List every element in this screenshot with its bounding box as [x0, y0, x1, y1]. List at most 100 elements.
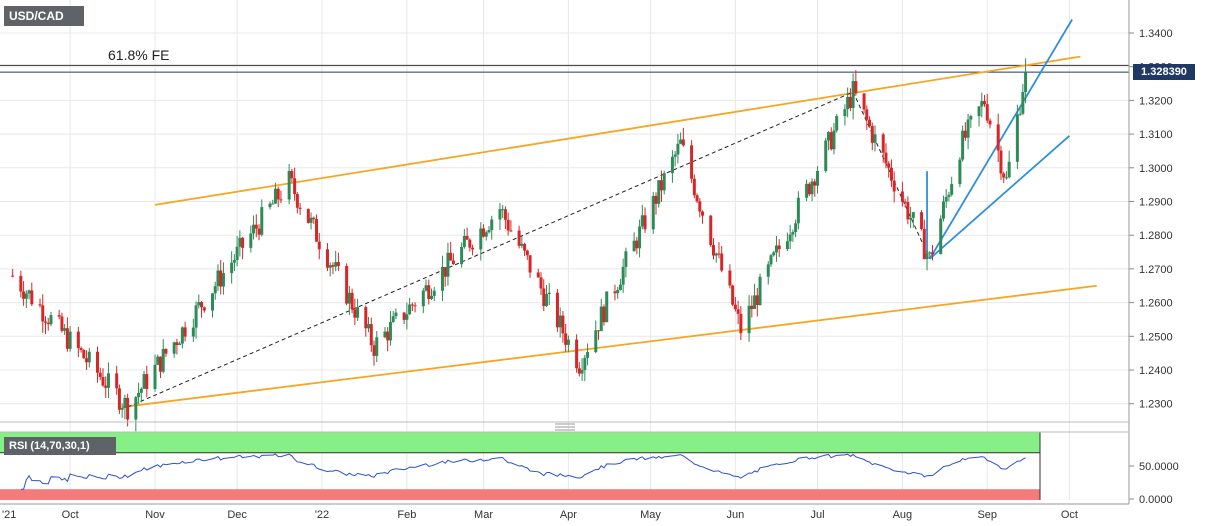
candle-body	[977, 106, 981, 117]
candle-body	[85, 358, 89, 363]
candle-body	[430, 295, 434, 299]
candle-body	[394, 312, 398, 317]
candle-body	[79, 348, 83, 351]
candle-body	[873, 134, 877, 143]
candle-body	[922, 228, 926, 260]
channel-lower-line	[122, 284, 1097, 408]
rsi-oversold-zone	[0, 489, 1040, 500]
candle-body	[950, 184, 954, 195]
candle-body	[673, 154, 677, 157]
candle-body	[826, 132, 830, 141]
candle-body	[465, 235, 469, 240]
candle-body	[594, 330, 598, 353]
candle-body	[583, 357, 587, 370]
candle-body	[753, 295, 757, 309]
candle-body	[22, 291, 26, 299]
candle-body	[651, 195, 655, 230]
candle-body	[887, 163, 891, 168]
candle-body	[966, 119, 970, 138]
candle-body	[555, 292, 559, 328]
candle-body	[153, 364, 157, 390]
candle-body	[350, 292, 354, 310]
y-tick-label: 1.3400	[1139, 28, 1173, 40]
candle-body	[126, 397, 130, 420]
candle-body	[328, 265, 332, 268]
candle-body	[367, 324, 371, 329]
candle-body	[996, 124, 1000, 151]
candle-body	[657, 180, 661, 204]
candle-body	[98, 372, 102, 378]
candle-body	[449, 252, 453, 261]
candle-body	[999, 150, 1003, 174]
candle-body	[586, 352, 590, 358]
candle-body	[268, 203, 272, 208]
candle-body	[599, 306, 603, 332]
candle-body	[1018, 113, 1022, 115]
candle-body	[249, 233, 253, 248]
candle-body	[931, 252, 935, 254]
candle-body	[539, 277, 543, 289]
candle-body	[670, 156, 674, 174]
candle-body	[460, 246, 464, 265]
candle-body	[624, 251, 628, 267]
candle-body	[443, 267, 447, 277]
candle-body	[969, 116, 973, 120]
candle-body	[375, 337, 379, 356]
candle-body	[197, 302, 201, 306]
candle-body	[566, 339, 570, 345]
x-tick-label: '21	[2, 509, 16, 521]
candle-body	[11, 275, 15, 277]
fibonacci-leg-1	[127, 91, 854, 408]
rsi-tick-label: 0.0000	[1139, 494, 1173, 506]
candle-body	[175, 342, 179, 346]
candle-body	[881, 134, 885, 153]
candle-body	[988, 120, 992, 125]
candle-body	[774, 245, 778, 253]
candle-body	[345, 265, 349, 304]
candle-body	[676, 143, 680, 155]
candle-body	[692, 178, 696, 196]
candle-body	[49, 315, 53, 325]
candle-body	[257, 228, 261, 235]
candle-body	[104, 385, 108, 388]
candle-body	[230, 262, 234, 274]
candle-body	[139, 388, 143, 393]
candle-body	[369, 324, 373, 346]
candle-body	[862, 93, 866, 110]
candle-body	[120, 408, 124, 410]
candle-body	[191, 327, 195, 337]
candle-body	[123, 397, 127, 409]
candle-body	[813, 181, 817, 186]
y-tick-label: 1.2500	[1139, 331, 1173, 343]
trendlines	[0, 19, 1129, 408]
candle-body	[889, 167, 893, 181]
candle-body	[287, 170, 291, 200]
candle-body	[213, 286, 217, 294]
candle-body	[963, 130, 967, 138]
candle-body	[479, 228, 483, 250]
candle-body	[30, 290, 34, 305]
candle-body	[134, 397, 138, 420]
candle-body	[643, 215, 647, 230]
candle-body	[101, 377, 105, 386]
candle-body	[43, 321, 47, 323]
candle-body	[172, 342, 176, 354]
candle-body	[580, 369, 584, 374]
candle-body	[733, 304, 737, 310]
candle-body	[386, 331, 390, 341]
candle-body	[506, 219, 510, 231]
candle-body	[714, 253, 718, 256]
candle-body	[364, 307, 368, 329]
candle-body	[517, 230, 521, 246]
candle-body	[353, 309, 357, 318]
candle-body	[848, 96, 852, 108]
candle-body	[920, 212, 924, 229]
candle-body	[232, 259, 236, 263]
candle-body	[347, 292, 351, 304]
candle-body	[854, 81, 858, 94]
rsi-tick-label: 50.0000	[1139, 461, 1179, 473]
candle-body	[939, 218, 943, 254]
candle-body	[597, 330, 601, 332]
candle-body	[747, 305, 751, 334]
candle-body	[19, 275, 23, 292]
